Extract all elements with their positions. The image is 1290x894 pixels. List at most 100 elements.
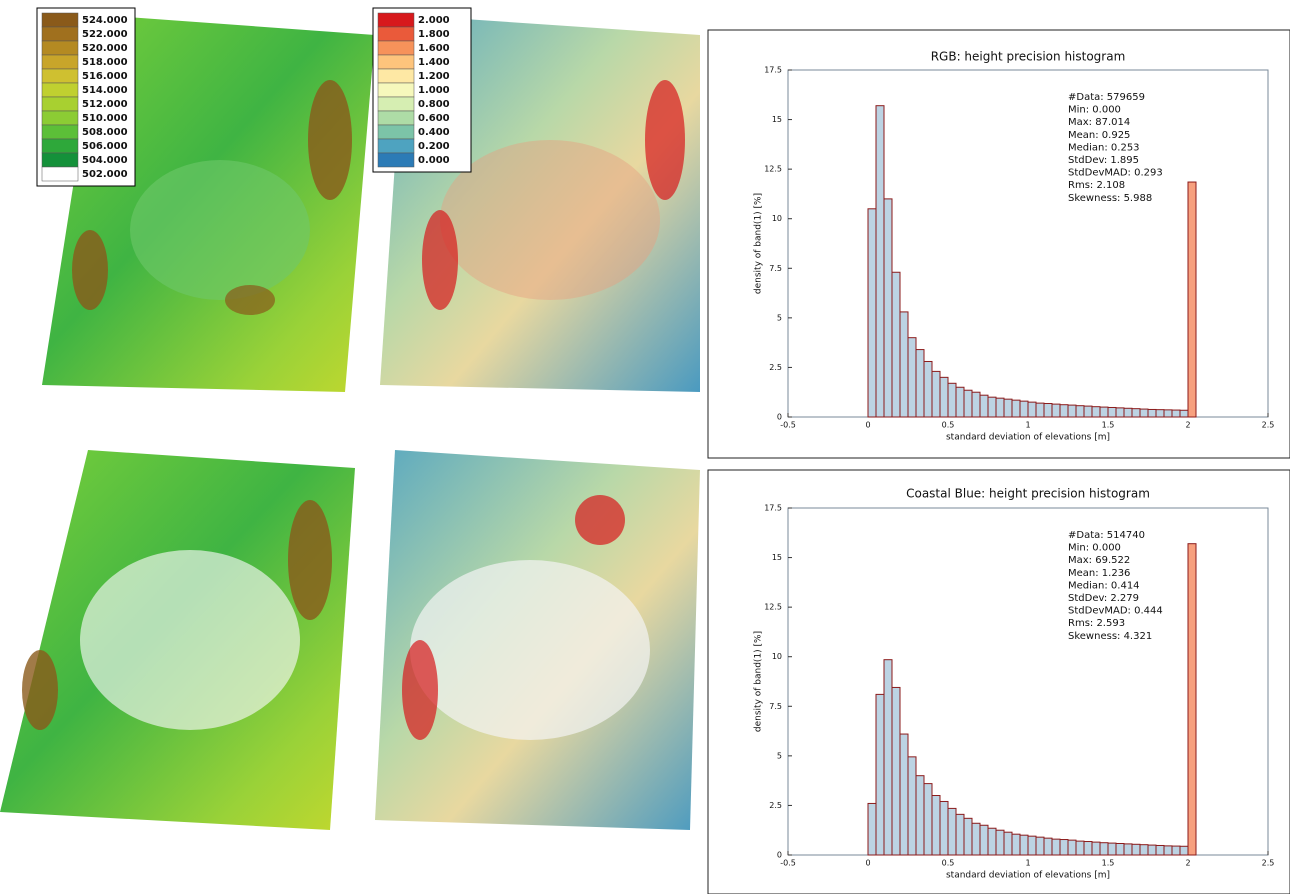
legend-swatch <box>378 27 414 41</box>
histogram-bar <box>1044 404 1052 417</box>
y-tick-label: 7.5 <box>769 264 782 273</box>
legend-swatch <box>378 153 414 167</box>
legend-swatch <box>42 13 78 27</box>
legend-swatch <box>378 139 414 153</box>
legend-label: 1.200 <box>418 71 450 82</box>
histogram-bar <box>908 757 916 855</box>
y-tick-label: 15 <box>772 553 782 562</box>
stat-line: Mean: 0.925 <box>1068 130 1130 141</box>
stat-line: StdDevMAD: 0.293 <box>1068 168 1163 179</box>
legend-label: 0.400 <box>418 127 450 138</box>
histogram-bar <box>996 830 1004 855</box>
x-tick-label: 2.5 <box>1262 859 1275 868</box>
x-tick-label: 2 <box>1185 859 1190 868</box>
stat-line: Max: 69.522 <box>1068 555 1130 566</box>
histogram-bar <box>868 209 876 417</box>
x-tick-label: 2.5 <box>1262 421 1275 430</box>
chart-title: Coastal Blue: height precision histogram <box>906 487 1150 501</box>
histogram-bar <box>916 776 924 855</box>
x-axis-label: standard deviation of elevations [m] <box>946 433 1110 443</box>
histogram-bar <box>988 397 996 417</box>
histogram-bar <box>972 823 980 855</box>
histogram-bar <box>1020 835 1028 855</box>
histogram-bar <box>1180 410 1188 417</box>
histogram-bar <box>1012 834 1020 855</box>
legend-swatch <box>42 97 78 111</box>
histogram-bar <box>1084 842 1092 855</box>
legend-label: 0.200 <box>418 141 450 152</box>
legend-swatch <box>378 41 414 55</box>
histogram-bar <box>1148 409 1156 417</box>
histogram-bar <box>1108 843 1116 855</box>
legend-swatch <box>378 111 414 125</box>
legend-swatch <box>42 111 78 125</box>
stat-line: Skewness: 5.988 <box>1068 193 1152 204</box>
y-axis-label: density of band(1) [%] <box>754 631 764 732</box>
legend-swatch <box>378 69 414 83</box>
stat-line: Rms: 2.593 <box>1068 618 1125 629</box>
y-tick-label: 5 <box>777 751 782 760</box>
histogram-bar <box>948 808 956 855</box>
histogram-bar <box>916 350 924 417</box>
histogram-bar <box>924 361 932 417</box>
x-tick-label: 1.5 <box>1102 421 1115 430</box>
chart-title: RGB: height precision histogram <box>931 50 1126 64</box>
stat-line: Median: 0.414 <box>1068 580 1140 591</box>
stat-line: #Data: 514740 <box>1068 530 1145 541</box>
x-axis-label: standard deviation of elevations [m] <box>946 871 1110 881</box>
histogram-bar <box>1060 405 1068 417</box>
x-tick-label: 0 <box>865 421 870 430</box>
legend-swatch <box>42 41 78 55</box>
histogram-bar <box>1068 405 1076 417</box>
stat-line: StdDevMAD: 0.444 <box>1068 606 1163 617</box>
legend-label: 524.000 <box>82 15 128 26</box>
histogram-bar <box>964 390 972 417</box>
legend-label: 512.000 <box>82 99 128 110</box>
legend-swatch <box>378 125 414 139</box>
histogram-bar <box>1092 842 1100 855</box>
histogram-bar <box>1140 409 1148 417</box>
legend-label: 506.000 <box>82 141 128 152</box>
histogram-bar <box>876 694 884 855</box>
histogram-bar <box>988 828 996 855</box>
y-tick-label: 10 <box>772 214 782 223</box>
histogram-bar <box>1172 846 1180 855</box>
stat-line: Min: 0.000 <box>1068 105 1121 116</box>
histogram-bar <box>980 395 988 417</box>
stat-line: Rms: 2.108 <box>1068 180 1125 191</box>
stat-line: Min: 0.000 <box>1068 543 1121 554</box>
legend-label: 518.000 <box>82 57 128 68</box>
x-tick-label: -0.5 <box>780 421 796 430</box>
legend-label: 508.000 <box>82 127 128 138</box>
x-tick-label: 2 <box>1185 421 1190 430</box>
map-precision-coastal <box>375 450 700 830</box>
x-tick-label: 1 <box>1025 421 1030 430</box>
histogram-bar <box>1100 843 1108 855</box>
histogram-bar <box>940 377 948 417</box>
legend-label: 1.600 <box>418 43 450 54</box>
histogram-bar <box>940 801 948 855</box>
histogram-bar <box>1132 844 1140 855</box>
histogram-bar <box>1028 836 1036 855</box>
histogram-bar <box>1148 845 1156 855</box>
histogram-bar <box>1012 400 1020 417</box>
y-tick-label: 12.5 <box>764 165 782 174</box>
legend-label: 520.000 <box>82 43 128 54</box>
histogram-bar <box>924 784 932 855</box>
legend-label: 2.000 <box>418 15 450 26</box>
legend-swatch <box>42 167 78 181</box>
histogram-bar <box>1116 843 1124 855</box>
histogram-bar <box>1036 403 1044 417</box>
legend-label: 0.600 <box>418 113 450 124</box>
x-tick-label: -0.5 <box>780 859 796 868</box>
legend-swatch <box>42 83 78 97</box>
histogram-bar <box>1028 402 1036 417</box>
legend-swatch <box>378 55 414 69</box>
histogram-bar <box>892 687 900 855</box>
stat-line: StdDev: 2.279 <box>1068 593 1139 604</box>
histogram-bar <box>948 383 956 417</box>
x-tick-label: 0.5 <box>942 421 955 430</box>
legend-label: 514.000 <box>82 85 128 96</box>
legend-label: 0.800 <box>418 99 450 110</box>
legend-label: 1.800 <box>418 29 450 40</box>
